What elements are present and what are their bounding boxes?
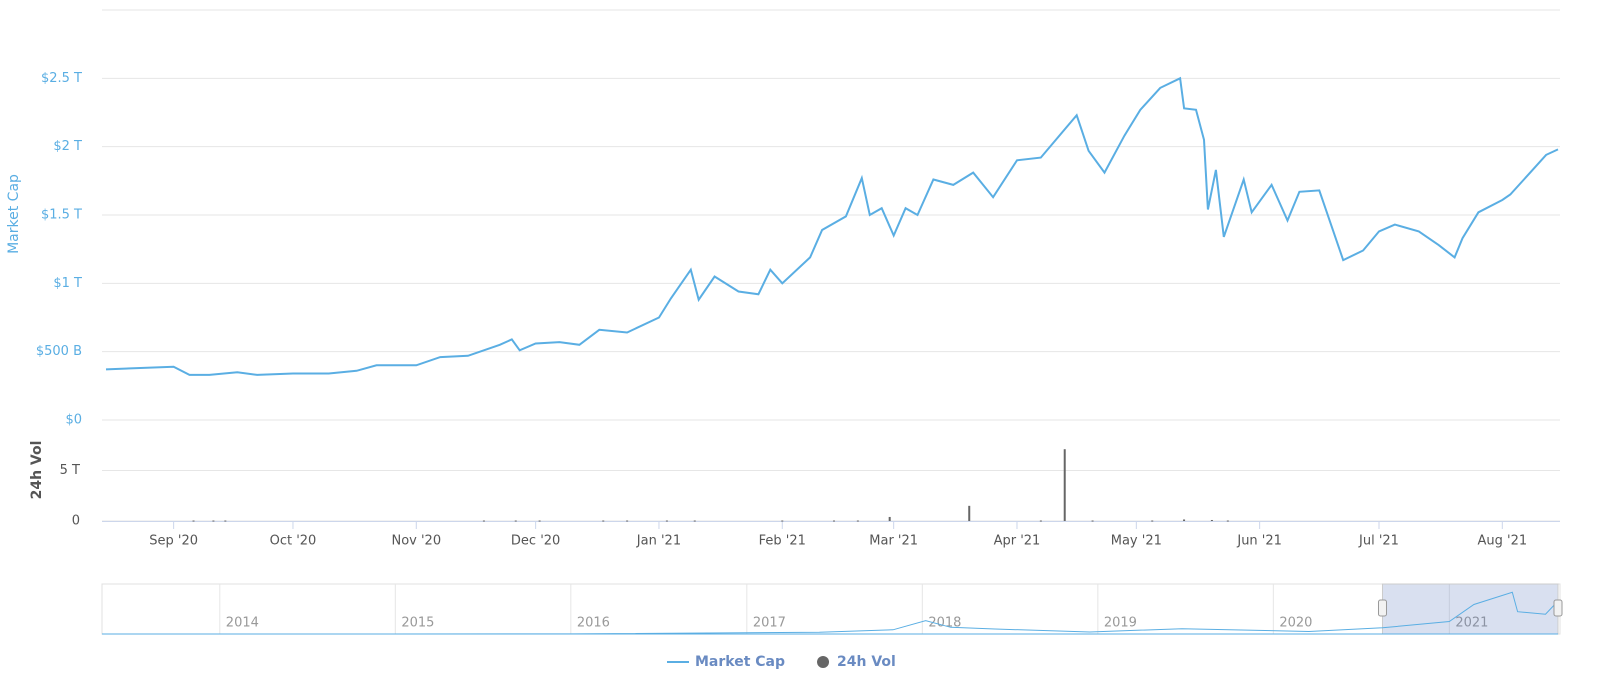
market-cap-line — [105, 76, 1559, 376]
volume-bar — [482, 520, 485, 522]
volume-bar — [514, 520, 517, 522]
y-tick-label: $1.5 T — [41, 208, 82, 223]
navigator-label: 2016 — [577, 616, 610, 631]
y-tick-label: $500 B — [36, 344, 82, 359]
navigator-label: 2020 — [1279, 616, 1312, 631]
volume-bar — [781, 520, 784, 522]
y-axis-title: Market Cap — [6, 174, 22, 254]
y-tick-label: $2.5 T — [41, 71, 82, 86]
navigator-frame — [101, 583, 1561, 635]
x-tick-label: Mar '21 — [869, 534, 918, 549]
volume-bar — [832, 520, 835, 522]
legend-symbol — [817, 656, 830, 668]
volume-bar — [602, 520, 605, 522]
volume-bar — [1039, 520, 1042, 522]
navigator-label: 2018 — [928, 616, 961, 631]
y-tick-label: $2 T — [53, 139, 82, 154]
x-tick-label: Jun '21 — [1236, 534, 1282, 549]
x-tick-label: Nov '20 — [391, 534, 441, 549]
legend-label: Market Cap — [695, 654, 785, 670]
navigator-label: 2015 — [401, 616, 434, 631]
y2-axis-title: 24h Vol — [29, 441, 45, 500]
navigator-line — [101, 591, 1559, 635]
volume-bar — [1151, 520, 1154, 522]
navigator-label: 2019 — [1104, 616, 1137, 631]
legend-label: 24h Vol — [837, 654, 896, 670]
volume-bar — [856, 520, 859, 522]
volume-bar — [1210, 519, 1213, 521]
navigator-window — [1381, 583, 1559, 635]
volume-bar — [693, 520, 696, 522]
volume-bar — [224, 520, 227, 522]
volume-bar — [1091, 520, 1094, 522]
navigator-handle — [1377, 599, 1387, 617]
x-tick-label: May '21 — [1111, 534, 1162, 549]
volume-bar — [192, 520, 195, 522]
volume-bar — [968, 505, 971, 521]
volume-bar — [212, 520, 215, 522]
y2-tick-label: 0 — [72, 514, 80, 529]
x-tick-label: Sep '20 — [149, 534, 198, 549]
x-tick-label: Apr '21 — [994, 534, 1041, 549]
x-tick-label: Dec '20 — [511, 534, 560, 549]
volume-bar — [665, 520, 668, 522]
volume-bar — [538, 520, 541, 522]
y-tick-label: $1 T — [53, 276, 82, 291]
x-tick-label: Jan '21 — [636, 534, 681, 549]
y-tick-label: $0 — [65, 413, 82, 428]
volume-bar — [888, 516, 891, 521]
navigator-label: 2021 — [1455, 616, 1488, 631]
x-tick-label: Feb '21 — [759, 534, 806, 549]
x-tick-label: Jul '21 — [1358, 534, 1399, 549]
x-tick-label: Oct '20 — [270, 534, 317, 549]
volume-bar — [1183, 519, 1186, 521]
volume-bar — [1063, 449, 1066, 521]
volume-bar — [626, 520, 629, 522]
navigator-handle — [1553, 599, 1563, 617]
x-tick-label: Aug '21 — [1477, 534, 1527, 549]
volume-bar — [1226, 520, 1229, 522]
navigator-label: 2017 — [753, 616, 786, 631]
navigator-label: 2014 — [226, 616, 259, 631]
y2-tick-label: 5 T — [60, 463, 80, 478]
